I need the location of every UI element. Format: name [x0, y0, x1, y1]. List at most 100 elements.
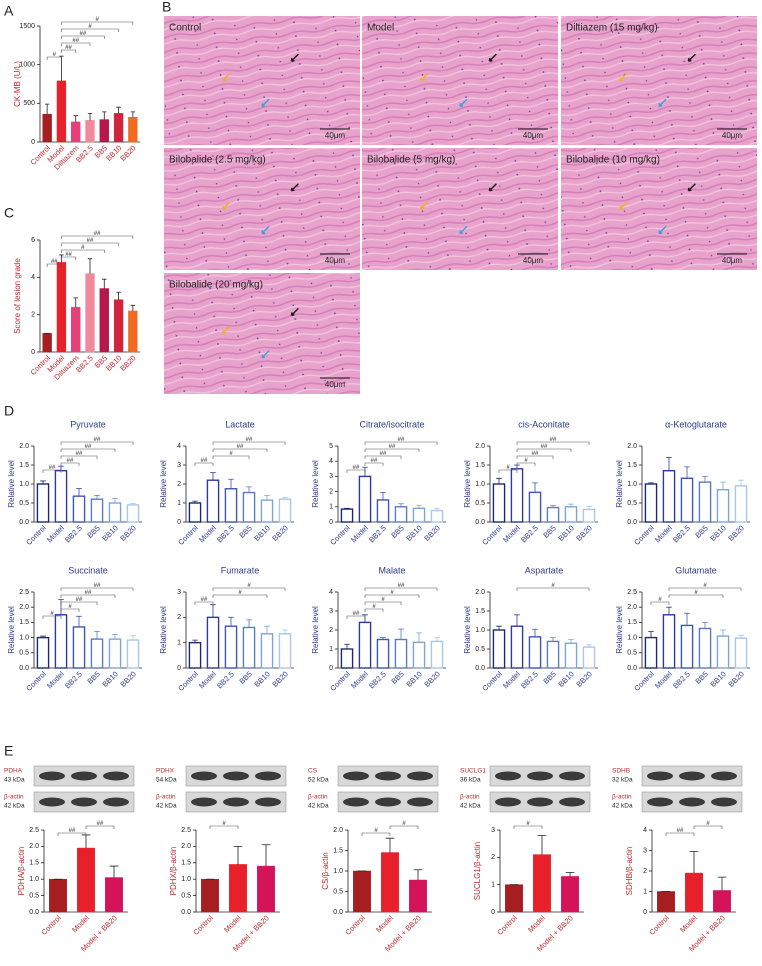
y-tick-label: 2 — [643, 868, 647, 875]
x-tick-label: Control — [191, 913, 215, 937]
y-axis — [489, 446, 598, 523]
bar — [128, 310, 138, 353]
y-tick-label: 4 — [643, 827, 647, 834]
significance-bracket — [668, 587, 742, 591]
error-bar — [586, 644, 592, 648]
bar — [71, 306, 81, 353]
x-tick-label: BB5 — [237, 523, 253, 539]
y-axis — [337, 592, 446, 669]
significance-label: # — [402, 821, 406, 827]
error-bar — [130, 111, 136, 118]
significance-label: # — [694, 590, 698, 596]
y-axis — [641, 592, 750, 669]
y-tick-label: 0.5 — [475, 646, 485, 653]
significance-bracket — [57, 832, 87, 836]
y-tick-label: 0.5 — [475, 500, 485, 507]
significance-bracket — [389, 825, 419, 829]
error-bar — [130, 304, 136, 311]
significance-label: # — [706, 821, 710, 827]
blot-band — [711, 771, 737, 781]
error-bar — [416, 632, 422, 643]
y-tick-label: 1 — [177, 500, 181, 507]
bar — [108, 638, 122, 669]
error-bar — [116, 106, 121, 114]
x-tick-label: Model — [349, 669, 370, 690]
bar — [394, 638, 408, 669]
significance-bracket — [364, 448, 420, 452]
bar — [188, 502, 202, 523]
error-bar — [59, 55, 64, 81]
y-tick-label: 2.5 — [181, 827, 191, 834]
y-tick-label: 0 — [31, 349, 35, 356]
significance-bracket — [61, 28, 119, 32]
blot-band — [647, 797, 673, 807]
blot-kda: 42 kDa — [308, 803, 329, 810]
significance-bracket — [212, 441, 286, 445]
bar — [582, 646, 596, 669]
error-bar — [344, 643, 350, 649]
significance-label: ## — [65, 45, 72, 51]
significance-label: ## — [201, 597, 208, 603]
x-tick-label: Model — [501, 523, 522, 544]
x-tick-label: BB5 — [693, 669, 709, 685]
significance-label: # — [372, 604, 376, 610]
significance-bracket — [42, 469, 62, 473]
blot-band — [103, 797, 129, 807]
significance-bracket — [61, 249, 105, 253]
significance-bracket — [693, 825, 723, 829]
significance-label: ## — [353, 465, 360, 471]
y-tick-label: 1.5 — [29, 860, 39, 867]
y-axis-label: Relative level — [463, 606, 472, 654]
error-bar — [434, 507, 440, 511]
blot-band — [223, 797, 249, 807]
significance-bracket — [516, 462, 536, 466]
x-tick-label: BB2.5 — [215, 669, 236, 690]
significance-bracket — [60, 455, 98, 459]
y-tick-label: 4 — [177, 443, 181, 450]
arrow — [222, 201, 231, 210]
y-tick-label: 2.0 — [19, 443, 29, 450]
error-bar — [684, 612, 690, 626]
bar — [224, 625, 238, 669]
y-tick-label: 2 — [329, 627, 333, 634]
significance-label: ## — [550, 437, 557, 443]
arrow — [459, 98, 468, 107]
significance-bracket — [364, 608, 384, 612]
bar — [126, 504, 140, 523]
y-tick-label: 1.5 — [475, 608, 485, 615]
bar — [340, 508, 354, 523]
significance-label: ## — [65, 252, 72, 258]
x-tick-label: BB10 — [556, 523, 575, 542]
y-axis-label: PDHA/β-actin — [17, 847, 26, 896]
y-tick-label: 2 — [177, 614, 181, 621]
chart-title: cis-Aconitate — [518, 419, 570, 429]
y-tick-label: 3 — [643, 847, 647, 854]
bar — [358, 475, 372, 523]
x-tick-label: Control — [647, 913, 671, 937]
y-tick-label: 0.0 — [181, 909, 191, 916]
bar — [685, 872, 703, 913]
bar — [564, 642, 578, 669]
x-tick-label: Model — [526, 913, 547, 934]
histology-image — [164, 273, 360, 394]
significance-label: ## — [532, 451, 539, 457]
significance-label: # — [88, 24, 92, 30]
x-tick-label: BB20 — [574, 669, 593, 688]
x-tick-label: BB10 — [708, 523, 727, 542]
bar — [201, 878, 219, 913]
bar — [505, 884, 523, 913]
bar — [42, 333, 52, 353]
arrow — [488, 53, 497, 62]
arrow — [459, 225, 468, 235]
histology-image — [362, 148, 558, 270]
significance-label: ## — [246, 437, 253, 443]
blot-band — [495, 771, 521, 781]
y-tick-label: 0.0 — [29, 909, 39, 916]
y-tick-label: 2.0 — [19, 604, 29, 611]
error-bar — [344, 507, 350, 510]
y-tick-label: 1.5 — [627, 462, 637, 469]
arrow — [290, 183, 299, 192]
y-tick-label: 1 — [177, 640, 181, 647]
blot-band — [495, 797, 521, 807]
